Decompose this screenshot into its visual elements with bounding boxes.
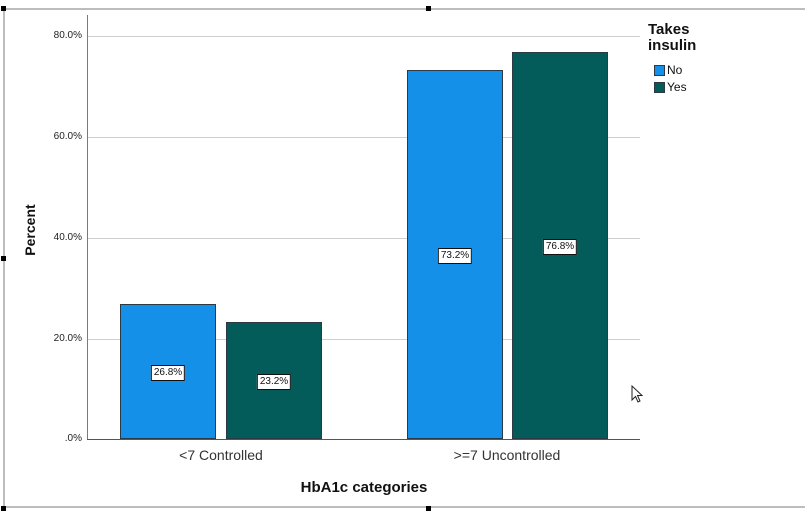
legend-item-yes: Yes [654,80,687,94]
y-tick-label: .0% [64,433,82,444]
gridline [88,137,640,138]
mouse-cursor-icon [631,385,644,403]
gridline [88,238,640,239]
legend-title-line2: insulin [648,37,697,54]
legend-title-line1: Takes [648,21,690,38]
y-tick-label: 80.0% [53,30,82,41]
bar-value-label: 23.2% [256,374,292,390]
resize-handle-bottom-center[interactable] [426,506,431,511]
legend-swatch-no [654,64,665,76]
x-axis-line [87,439,640,440]
y-axis-title: Percent [22,204,38,256]
bar-value-label: 76.8% [542,239,578,255]
x-axis-title: HbA1c categories [300,479,428,496]
legend-label-yes: Yes [667,80,687,94]
legend-label-no: No [667,63,683,77]
x-category-label: <7 Controlled [179,447,263,463]
bar-value-label: 26.8% [150,365,186,381]
legend-title: Takes insulin [648,22,728,54]
gridline [88,339,640,340]
y-tick-label: 40.0% [53,232,82,243]
resize-handle-bottom-left[interactable] [1,506,6,511]
resize-handle-top-left[interactable] [1,6,6,11]
legend-swatch-yes [654,81,665,93]
bar-value-label: 73.2% [437,248,473,264]
resize-handle-middle-left[interactable] [1,256,6,261]
y-axis-line [87,15,88,440]
gridline [88,36,640,37]
y-tick-label: 60.0% [53,131,82,142]
x-category-label: >=7 Uncontrolled [453,447,561,463]
legend-item-no: No [654,63,682,77]
resize-handle-top-center[interactable] [426,6,431,11]
y-tick-label: 20.0% [53,333,82,344]
